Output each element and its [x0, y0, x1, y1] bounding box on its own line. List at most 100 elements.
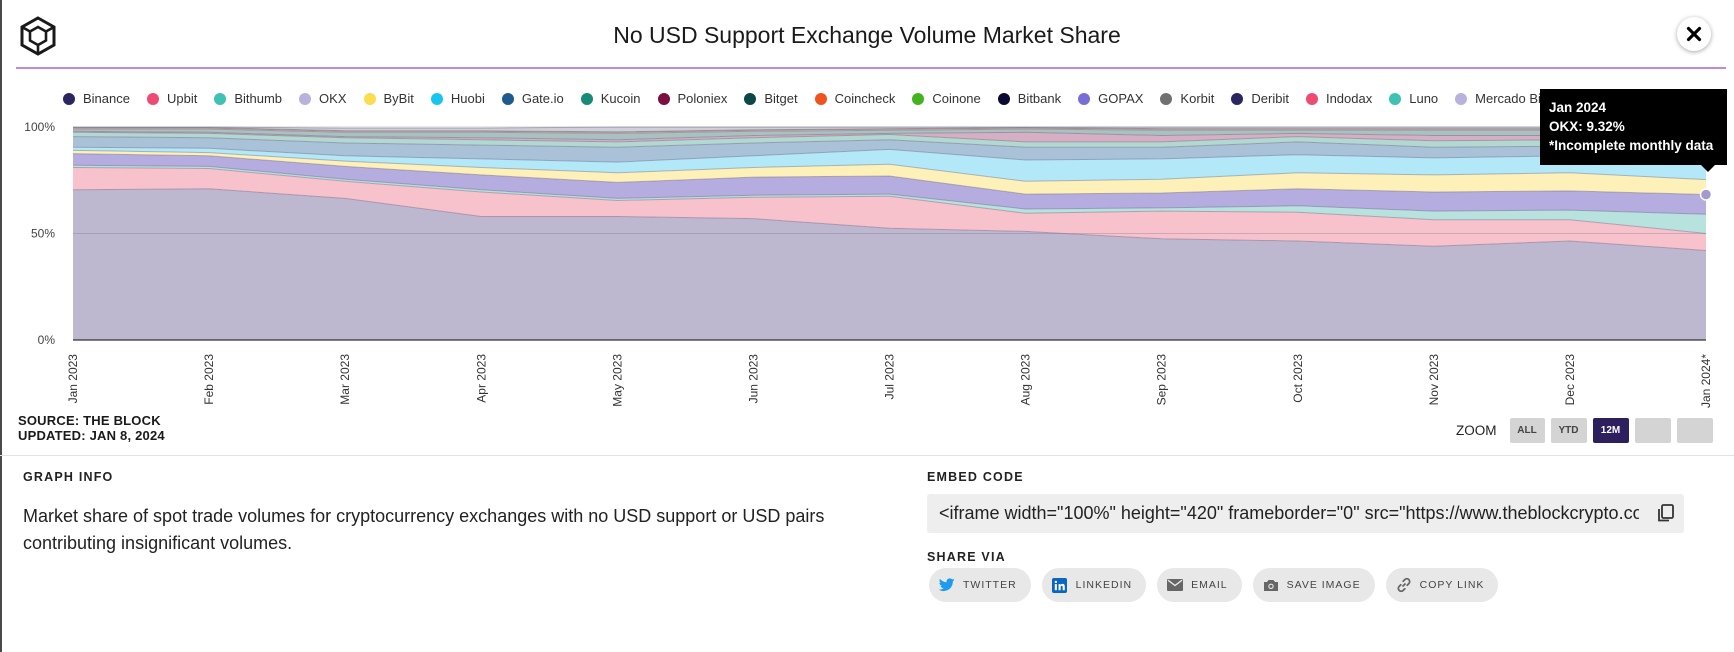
close-button[interactable]: [1677, 17, 1711, 51]
legend-item[interactable]: Binance: [63, 91, 130, 106]
legend-swatch: [1305, 92, 1318, 105]
legend-label: Poloniex: [677, 91, 728, 106]
legend-label: ByBit: [383, 91, 414, 106]
legend-item[interactable]: Huobi: [430, 91, 485, 106]
zoom-12m-button[interactable]: 12M: [1592, 418, 1629, 443]
legend-item[interactable]: Poloniex: [657, 91, 728, 106]
legend-item[interactable]: Coinone: [912, 91, 981, 106]
legend-swatch: [1160, 92, 1173, 105]
legend-item[interactable]: ByBit: [363, 91, 414, 106]
legend-label: Coincheck: [834, 91, 896, 106]
legend-item[interactable]: Korbit: [1160, 91, 1214, 106]
x-axis-tick-label: Mar 2023: [338, 354, 352, 405]
area-series-okx: [73, 153, 1706, 215]
legend-item[interactable]: Mercado Bitcoin: [1455, 91, 1543, 106]
chart-legend: Binance Upbit Bithumb OKX ByBit Huobi Gate.io K…: [63, 91, 1543, 111]
legend-swatch: [1078, 92, 1091, 105]
share-email-button[interactable]: EMAIL: [1157, 568, 1242, 602]
x-axis-tick-label: May 2023: [610, 354, 624, 407]
x-axis-tick-label: Sep 2023: [1155, 354, 1169, 406]
x-axis-tick-label: Oct 2023: [1291, 354, 1305, 403]
header-divider: [16, 67, 1726, 69]
zoom-option-button[interactable]: [1676, 418, 1713, 443]
zoom-controls: ZOOM ALL YTD 12M: [1456, 418, 1713, 443]
legend-label: Bitget: [764, 91, 798, 106]
x-axis-tick-label: Jan 2024*: [1699, 354, 1713, 408]
embed-code-heading: EMBED CODE: [927, 470, 1024, 484]
legend-swatch: [1389, 92, 1402, 105]
legend-item[interactable]: Bitbank: [997, 91, 1062, 106]
zoom-ytd-button[interactable]: YTD: [1550, 418, 1587, 443]
zoom-all-button[interactable]: ALL: [1509, 418, 1545, 443]
legend-label: OKX: [319, 91, 347, 106]
legend-item[interactable]: Upbit: [146, 91, 197, 106]
zoom-option-button[interactable]: [1634, 418, 1671, 443]
y-axis-tick-label: 100%: [24, 120, 55, 134]
the-block-logo[interactable]: [18, 16, 58, 56]
series-boundary-line: [73, 127, 1707, 138]
legend-swatch: [430, 92, 443, 105]
area-series-bybit: [73, 150, 1706, 195]
area-series-binance: [73, 188, 1706, 340]
source-label: SOURCE: THE BLOCK: [18, 413, 161, 428]
share-save-image-button[interactable]: SAVE IMAGE: [1252, 568, 1375, 602]
legend-item[interactable]: Coincheck: [814, 91, 896, 106]
legend-swatch: [580, 92, 593, 105]
area-series-gate-io: [73, 136, 1706, 163]
legend-item[interactable]: OKX: [299, 91, 347, 106]
share-linkedin-label: LINKEDIN: [1075, 579, 1133, 591]
series-boundary-line: [72, 167, 1707, 234]
share-twitter-button[interactable]: TWITTER: [929, 568, 1031, 602]
legend-item[interactable]: Kucoin: [580, 91, 641, 106]
legend-item[interactable]: Indodax: [1305, 91, 1373, 106]
x-axis-tick-label: Jun 2023: [746, 354, 760, 404]
copy-icon[interactable]: [1656, 503, 1676, 523]
series-boundary-line: [72, 164, 1707, 215]
legend-label: Bitbank: [1017, 91, 1062, 106]
share-linkedin-button[interactable]: LINKEDIN: [1041, 568, 1147, 602]
graph-info-heading: GRAPH INFO: [23, 470, 114, 484]
legend-item[interactable]: Deribit: [1231, 91, 1289, 106]
area-series-poloniex: [73, 131, 1706, 148]
share-copy-link-button[interactable]: COPY LINK: [1385, 568, 1499, 602]
tooltip-data-point: [1699, 188, 1713, 201]
legend-item[interactable]: GOPAX: [1078, 91, 1143, 106]
legend-swatch: [214, 92, 227, 105]
legend-swatch: [146, 92, 159, 105]
tooltip-arrow: [1701, 165, 1715, 172]
legend-swatch: [912, 92, 925, 105]
legend-swatch: [363, 92, 376, 105]
share-copy-link-label: COPY LINK: [1419, 579, 1485, 591]
source-info: SOURCE: THE BLOCK UPDATED: JAN 8, 2024: [18, 413, 165, 443]
embed-code-box[interactable]: <iframe width="100%" height="420" frameb…: [927, 494, 1684, 533]
legend-label: Gate.io: [521, 91, 564, 106]
legend-label: Indodax: [1325, 91, 1373, 106]
series-boundary-line: [72, 149, 1707, 182]
embed-code-text[interactable]: <iframe width="100%" height="420" frameb…: [939, 503, 1639, 523]
legend-swatch: [814, 92, 827, 105]
legend-label: Kucoin: [600, 91, 641, 106]
series-boundary-line: [72, 136, 1707, 155]
legend-label: GOPAX: [1098, 91, 1144, 106]
x-axis-tick-label: Nov 2023: [1427, 354, 1441, 406]
series-boundary-line: [72, 131, 1707, 149]
area-series-bitget: [73, 129, 1706, 144]
legend-item[interactable]: Bithumb: [214, 91, 282, 106]
chart-tooltip: Jan 2024 OKX: 9.32% *Incomplete monthly …: [1540, 89, 1727, 165]
series-boundary-line: [73, 126, 1707, 136]
section-divider: [0, 455, 1734, 456]
area-series-coinone: [73, 127, 1706, 137]
legend-item[interactable]: Gate.io: [501, 91, 564, 106]
zoom-label: ZOOM: [1456, 423, 1497, 438]
legend-item[interactable]: Luno: [1389, 91, 1438, 106]
share-twitter-label: TWITTER: [963, 579, 1017, 591]
series-boundary-line: [73, 127, 1707, 137]
y-axis-tick-label: 50%: [31, 227, 55, 241]
left-border: [0, 0, 2, 652]
legend-item[interactable]: Bitget: [744, 91, 798, 106]
legend-label: Deribit: [1251, 91, 1289, 106]
legend-label: Binance: [83, 91, 130, 106]
y-axis-tick-label: 0%: [38, 333, 56, 347]
series-boundary-line: [72, 146, 1707, 163]
